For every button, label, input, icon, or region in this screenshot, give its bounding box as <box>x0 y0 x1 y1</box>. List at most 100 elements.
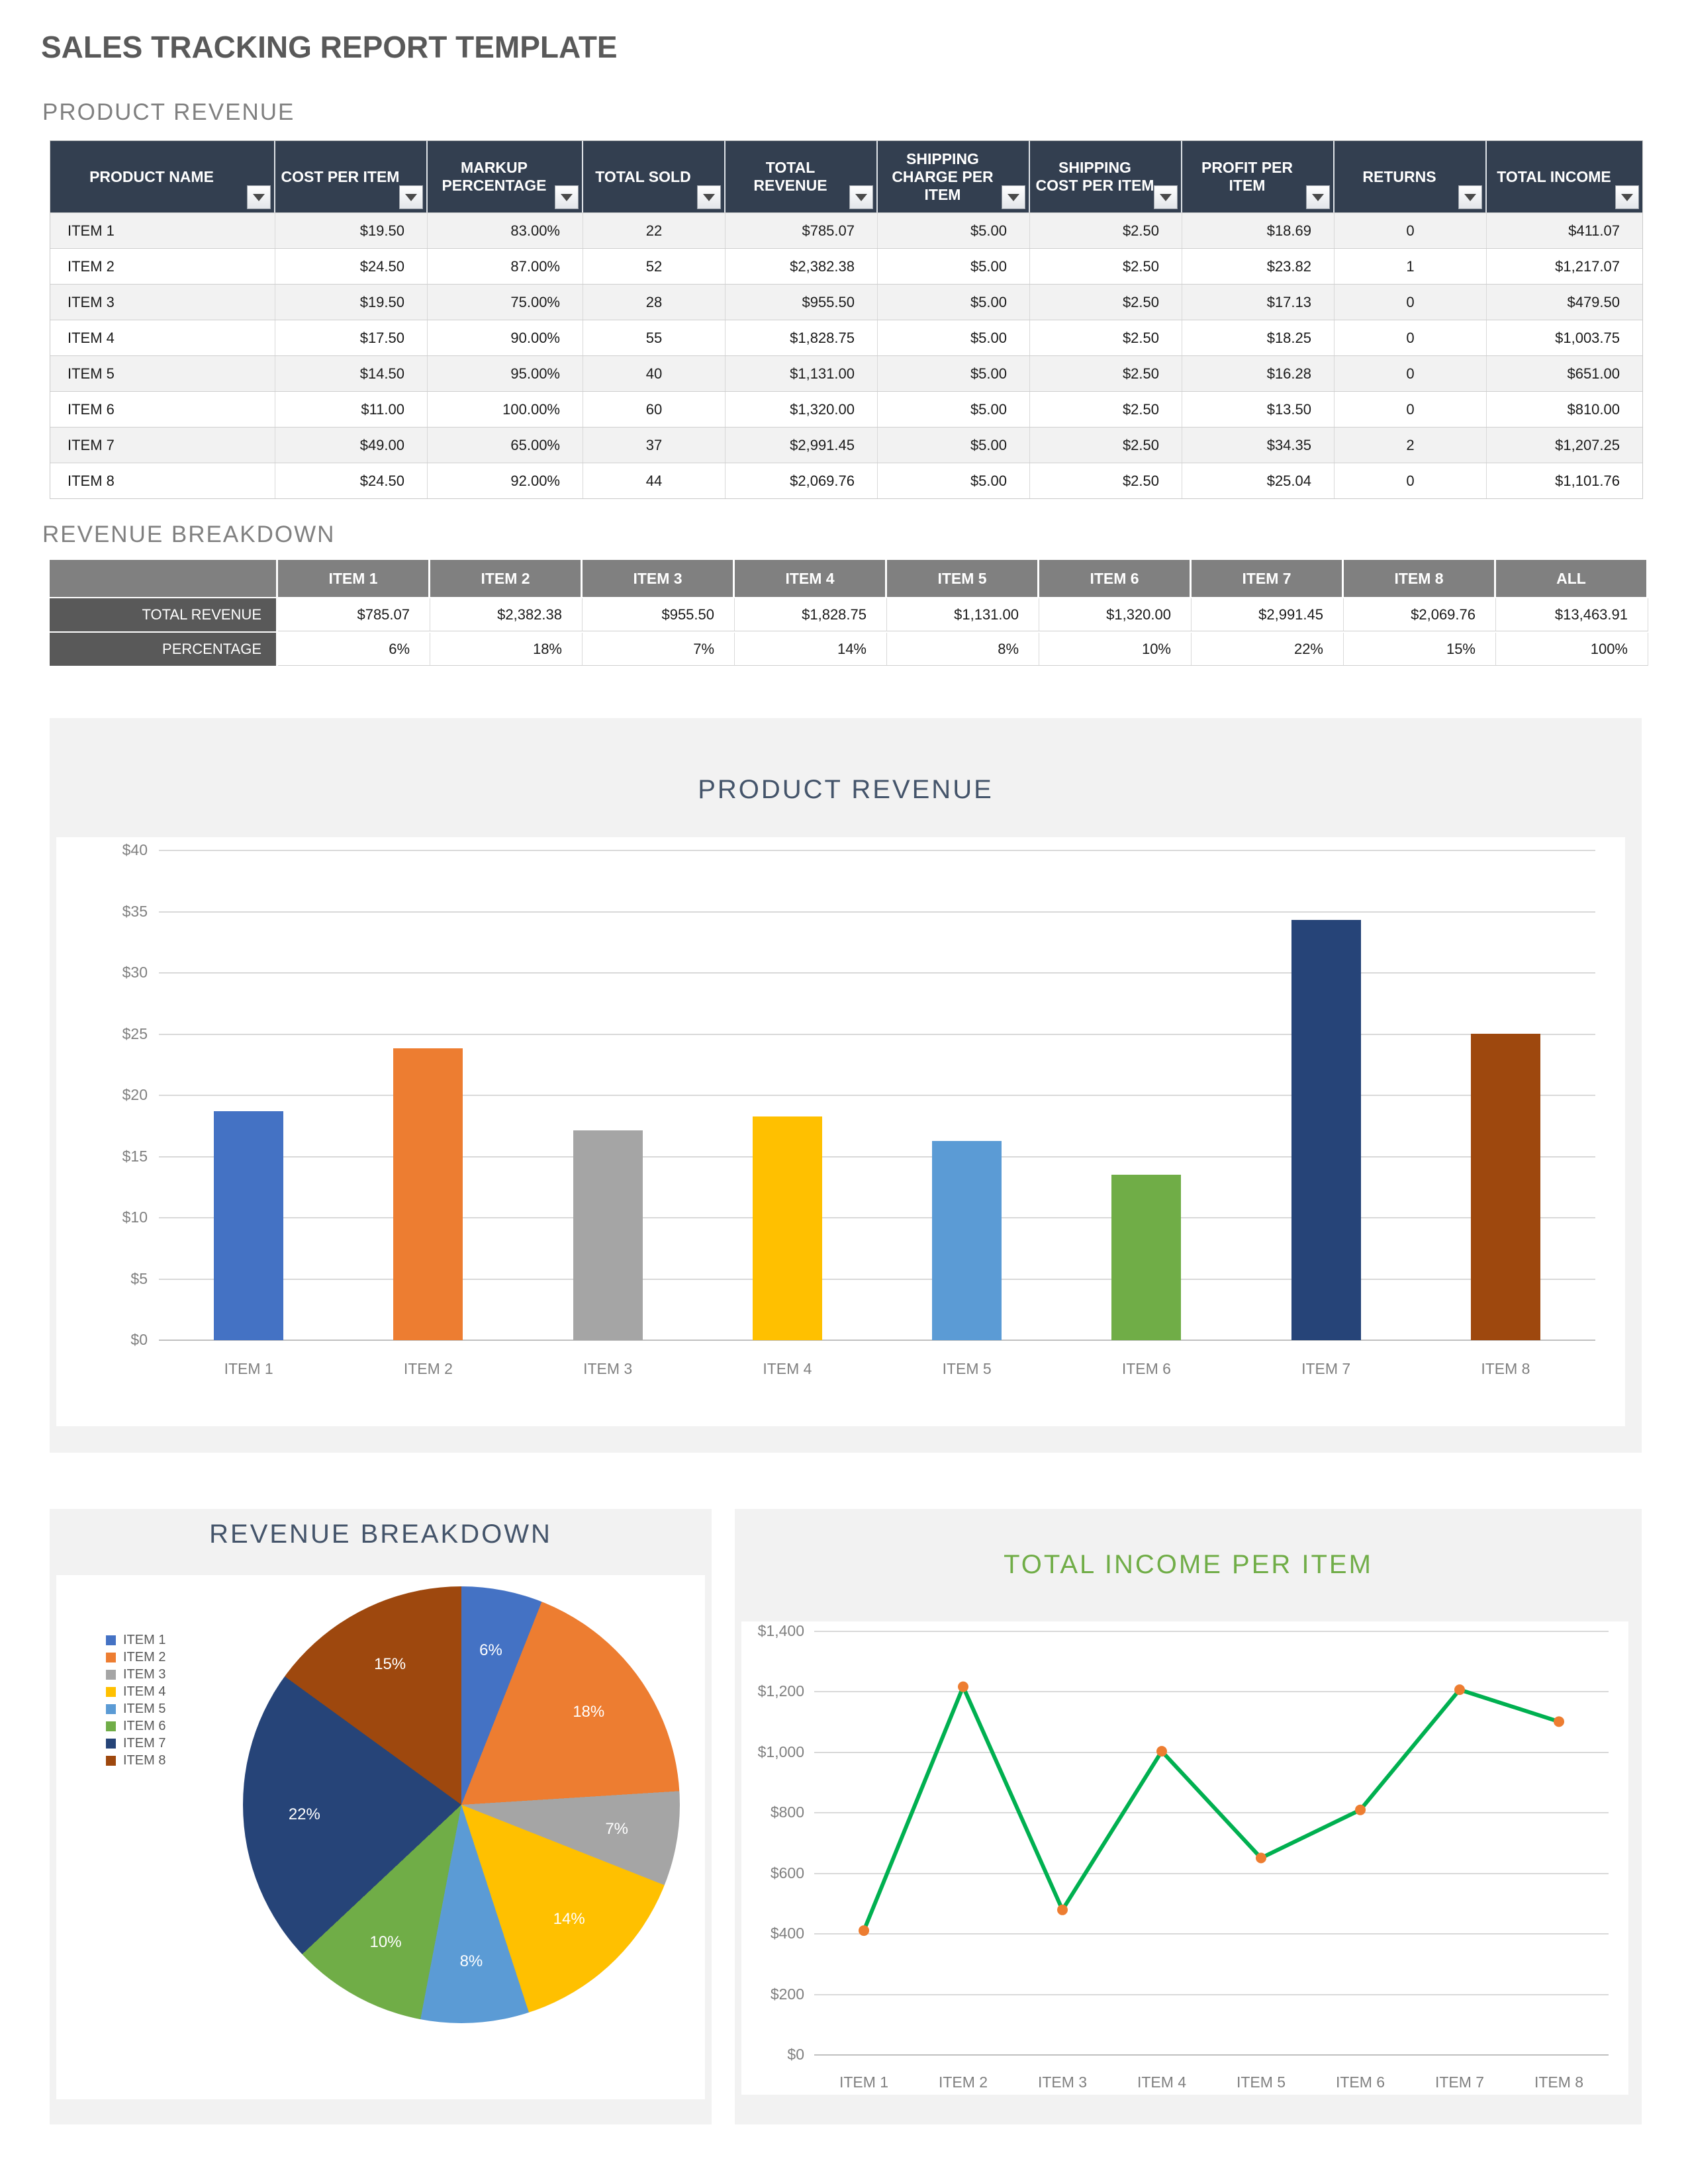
y-gridline <box>159 1217 1595 1218</box>
breakdown-column-header: ALL <box>1496 560 1648 597</box>
chevron-down-icon <box>561 193 573 201</box>
cell-cost-per-item: $19.50 <box>275 213 428 248</box>
y-gridline <box>814 1933 1609 1935</box>
table-row: ITEM 6 $11.00 100.00% 60 $1,320.00 $5.00… <box>50 391 1642 427</box>
cell-shipping-cost: $2.50 <box>1030 356 1182 391</box>
y-gridline <box>159 972 1595 974</box>
filter-dropdown-button[interactable] <box>1615 185 1639 209</box>
cell-cost-per-item: $17.50 <box>275 320 428 355</box>
cell-returns: 2 <box>1335 428 1487 463</box>
product-revenue-chart-panel: PRODUCT REVENUE $0 $5 $10 $15 $20 $25 $30 $35 $4… <box>50 718 1642 1453</box>
x-axis-label: ITEM 5 <box>942 1360 992 1377</box>
column-header-label: MARKUP PERCENTAGE <box>442 159 547 194</box>
breakdown-column-header: ITEM 3 <box>583 560 735 597</box>
pie-slice-label: 22% <box>288 1805 320 1823</box>
bar-chart: $0 $5 $10 $15 $20 $25 $30 $35 $40 ITEM 1 ITEM 2 ITE… <box>56 837 1625 1426</box>
breakdown-value-cell: $1,131.00 <box>887 598 1039 631</box>
bar-item-8 <box>1470 1033 1540 1340</box>
column-header-shipping-cost: SHIPPING COST PER ITEM <box>1030 141 1182 212</box>
legend-item: ITEM 5 <box>106 1700 165 1717</box>
legend-swatch <box>106 1704 116 1714</box>
filter-dropdown-button[interactable] <box>1154 185 1178 209</box>
column-header-label: TOTAL INCOME <box>1497 167 1611 185</box>
cell-total-revenue: $1,320.00 <box>726 392 878 427</box>
table-row: ITEM 5 $14.50 95.00% 40 $1,131.00 $5.00 … <box>50 355 1642 391</box>
pie-slice-label: 6% <box>479 1641 502 1659</box>
x-axis-label: ITEM 7 <box>1434 2073 1485 2091</box>
y-axis-label: $1,200 <box>757 1682 804 1700</box>
y-gridline <box>814 1751 1609 1753</box>
chevron-down-icon <box>1621 193 1633 201</box>
cell-total-sold: 28 <box>583 285 726 320</box>
cell-shipping-charge: $5.00 <box>878 428 1030 463</box>
x-axis-label: ITEM 4 <box>1137 2073 1187 2091</box>
cell-total-sold: 22 <box>583 213 726 248</box>
product-table-header-row: PRODUCT NAME COST PER ITEM MARKUP PERCEN… <box>50 141 1642 212</box>
y-axis-label: $1,000 <box>757 1743 804 1760</box>
legend-label: ITEM 7 <box>123 1735 166 1751</box>
filter-dropdown-button[interactable] <box>849 185 873 209</box>
data-point-marker <box>1454 1684 1465 1696</box>
y-axis-label: $25 <box>122 1024 148 1042</box>
cell-returns: 0 <box>1335 463 1487 498</box>
x-axis-label: ITEM 1 <box>839 2073 889 2091</box>
cell-profit-per-item: $23.82 <box>1182 249 1335 284</box>
x-axis-label: ITEM 2 <box>938 2073 988 2091</box>
x-axis-label: ITEM 6 <box>1335 2073 1385 2091</box>
column-header-total-sold: TOTAL SOLD <box>583 141 726 212</box>
cell-product-name: ITEM 6 <box>50 392 275 427</box>
legend-label: ITEM 5 <box>123 1701 166 1716</box>
chevron-down-icon <box>855 193 867 201</box>
y-axis-label: $800 <box>770 1803 804 1821</box>
y-gridline <box>159 850 1595 851</box>
legend-item: ITEM 4 <box>106 1683 165 1700</box>
breakdown-row-label: PERCENTAGE <box>50 633 278 666</box>
y-axis-label: $1,400 <box>757 1622 804 1639</box>
pie-slice-label: 15% <box>374 1655 406 1674</box>
cell-total-income: $479.50 <box>1567 294 1620 310</box>
revenue-breakdown-table: ITEM 1 ITEM 2 ITEM 3 ITEM 4 ITEM 5 ITEM … <box>50 560 1648 666</box>
line-chart: $0 $200 $400 $600 $800 $1,000 $1,200 $1,400 ITEM… <box>741 1621 1628 2095</box>
page-title: SALES TRACKING REPORT TEMPLATE <box>41 30 618 64</box>
column-header-returns: RETURNS <box>1335 141 1487 212</box>
cell-total-revenue: $1,131.00 <box>726 356 878 391</box>
table-row: ITEM 8 $24.50 92.00% 44 $2,069.76 $5.00 … <box>50 463 1642 498</box>
breakdown-value-cell: 6% <box>278 633 430 666</box>
data-point-marker <box>958 1681 968 1692</box>
cell-product-name: ITEM 4 <box>50 320 275 355</box>
data-point-marker <box>1355 1804 1366 1815</box>
legend-swatch <box>106 1738 116 1749</box>
cell-shipping-cost: $2.50 <box>1030 213 1182 248</box>
cell-cost-per-item: $24.50 <box>275 463 428 498</box>
column-header-label: PROFIT PER ITEM <box>1201 159 1293 194</box>
column-header-total-income: TOTAL INCOME <box>1487 141 1642 212</box>
breakdown-value-cell: $13,463.91 <box>1496 598 1648 631</box>
y-axis-label: $40 <box>122 841 148 858</box>
breakdown-column-header: ITEM 6 <box>1039 560 1192 597</box>
filter-dropdown-button[interactable] <box>399 185 423 209</box>
legend-label: ITEM 6 <box>123 1718 166 1733</box>
breakdown-value-cell: $2,382.38 <box>430 598 583 631</box>
cell-shipping-charge: $5.00 <box>878 213 1030 248</box>
cell-profit-per-item: $25.04 <box>1182 463 1335 498</box>
cell-shipping-charge: $5.00 <box>878 463 1030 498</box>
filter-dropdown-button[interactable] <box>1002 185 1025 209</box>
y-axis-label: $200 <box>770 1985 804 2003</box>
filter-dropdown-button[interactable] <box>697 185 721 209</box>
column-header-product-name: PRODUCT NAME <box>50 141 275 212</box>
data-point-marker <box>1057 1904 1068 1915</box>
breakdown-column-header: ITEM 5 <box>887 560 1039 597</box>
breakdown-column-header: ITEM 7 <box>1192 560 1344 597</box>
breakdown-value-cell: $2,069.76 <box>1344 598 1496 631</box>
pie-chart-legend: ITEM 1 ITEM 2 ITEM 3 ITEM 4 ITEM 5 ITEM 6 ITEM… <box>106 1631 165 1769</box>
filter-dropdown-button[interactable] <box>247 185 271 209</box>
cell-profit-per-item: $16.28 <box>1182 356 1335 391</box>
filter-dropdown-button[interactable] <box>1306 185 1330 209</box>
filter-dropdown-button[interactable] <box>1458 185 1482 209</box>
cell-markup-percentage: 65.00% <box>428 428 583 463</box>
y-gridline <box>159 1278 1595 1280</box>
breakdown-value-cell: $955.50 <box>583 598 735 631</box>
filter-dropdown-button[interactable] <box>555 185 579 209</box>
cell-profit-per-item: $18.25 <box>1182 320 1335 355</box>
table-row: ITEM 4 $17.50 90.00% 55 $1,828.75 $5.00 … <box>50 320 1642 355</box>
